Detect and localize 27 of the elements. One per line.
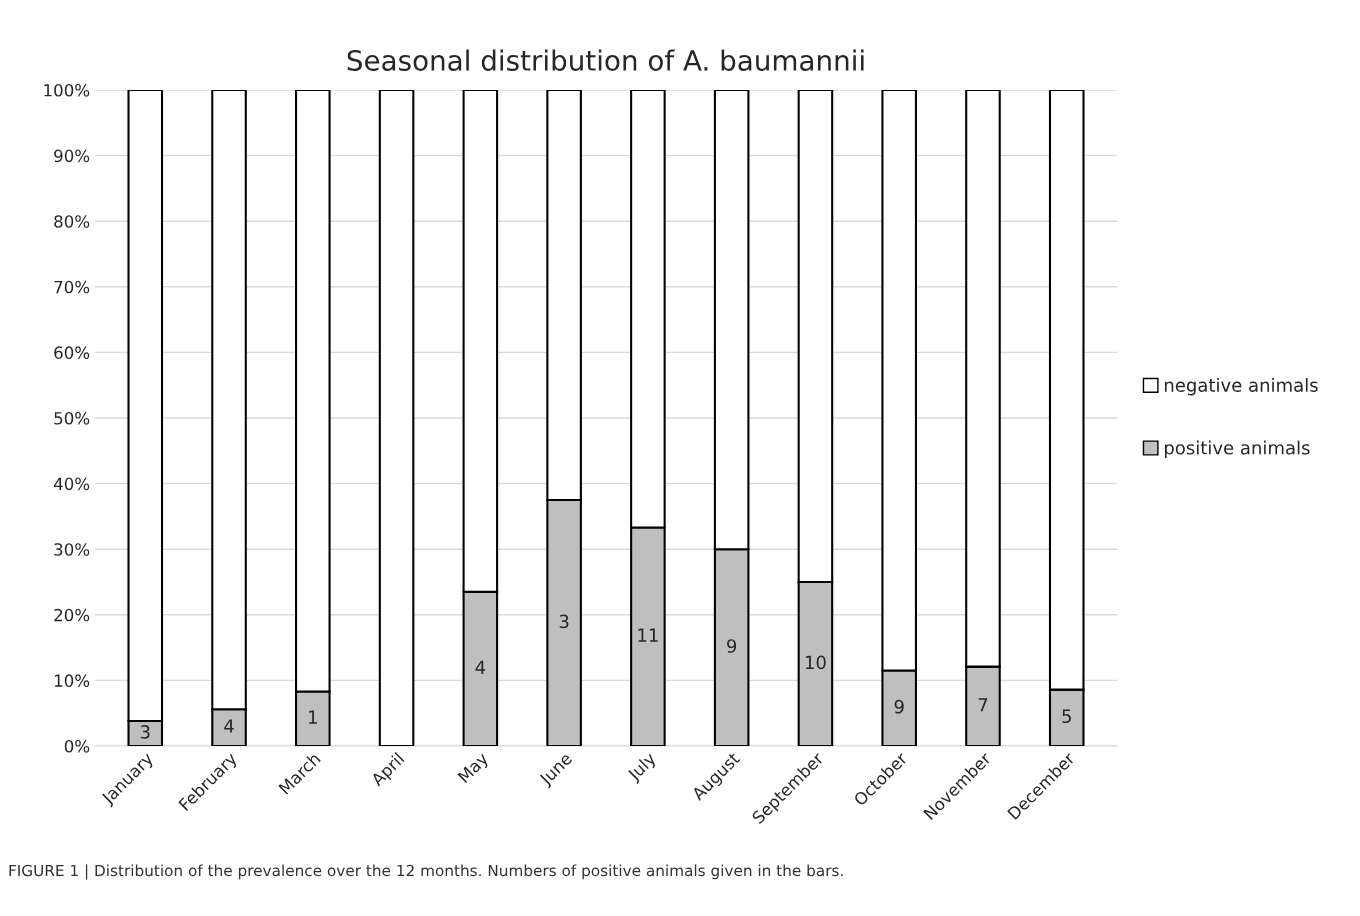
y-tick-label: 50%	[54, 411, 90, 425]
annotation: 1	[309, 710, 317, 724]
annotation: 11	[638, 628, 658, 642]
annotation: 3	[559, 614, 569, 629]
legend-label: negative animals	[1164, 377, 1318, 396]
y-tick-label: 10%	[54, 674, 90, 687]
annotation: 9	[727, 639, 737, 653]
y-tick-label: 0%	[64, 739, 90, 753]
annotation: 4	[475, 660, 486, 674]
y-tick-label: 90%	[54, 149, 90, 163]
annotation: 10	[805, 655, 826, 670]
y-tick-label: 60%	[54, 346, 90, 359]
caption: FIGURE 1 | Distribution of the prevalence over the 12 months. Numbers of positive animals given in the bars.	[9, 864, 843, 880]
annotation: 9	[894, 699, 904, 714]
bar	[378, 90, 415, 746]
annotation: 7	[978, 698, 988, 712]
y-tick-label: 100%	[44, 83, 90, 97]
legend-label: positive animals	[1164, 440, 1310, 459]
y-tick-label: 80%	[54, 215, 90, 228]
annotation: 3	[140, 725, 150, 739]
y-tick-label: 70%	[54, 280, 90, 294]
annotation: 4	[224, 719, 234, 733]
y-tick-label: 40%	[53, 477, 90, 491]
y-tick-label: 30%	[54, 543, 90, 556]
chart-title: Seasonal distribution of A. baumannii	[347, 49, 864, 71]
annotation: 5	[1062, 709, 1071, 724]
y-tick-label: 20%	[54, 608, 90, 622]
